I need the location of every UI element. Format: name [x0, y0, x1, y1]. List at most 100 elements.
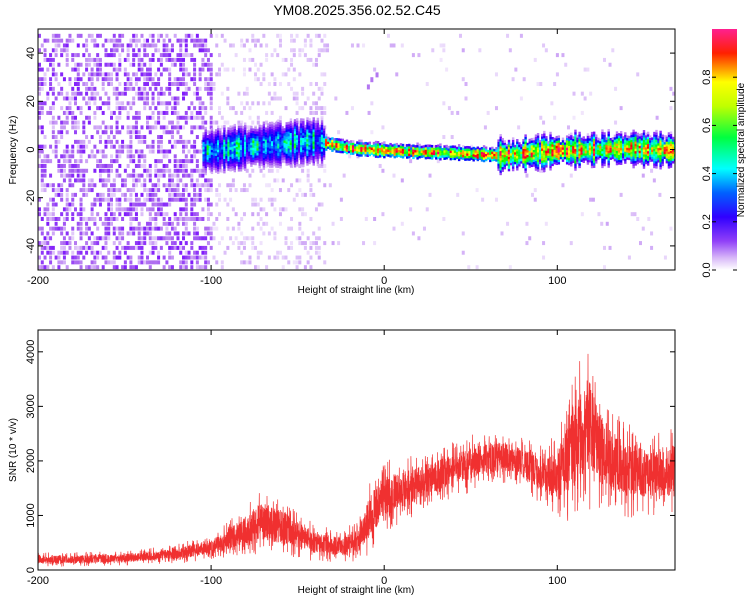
spectrogram-cell: [190, 101, 194, 106]
spectrogram-cell: [306, 173, 310, 178]
spectrogram-cell: [193, 72, 197, 77]
spectrogram-cell: [553, 115, 557, 120]
spectrogram-cell: [151, 96, 155, 101]
spectrogram-band-cell: [655, 163, 658, 167]
spectrogram-cell: [267, 255, 271, 260]
figure-title: YM08.2025.356.02.52.C45: [273, 2, 441, 18]
spectrogram-band-cell: [310, 152, 313, 156]
spectrogram-band-cell: [258, 139, 261, 142]
spectrogram-cell: [121, 178, 125, 183]
spectrogram-band-cell: [266, 140, 270, 143]
spectrogram-cell: [74, 260, 78, 265]
spectrogram-cell: [179, 212, 183, 217]
spectrogram-cell: [40, 250, 44, 255]
spectrogram-cell: [190, 183, 194, 188]
spectrogram-cell: [317, 86, 321, 91]
spectrogram-band-cell: [235, 158, 239, 162]
spectrogram-band-cell: [331, 139, 334, 143]
spectrogram-band-cell: [520, 156, 523, 159]
spectrogram-cell: [115, 72, 119, 77]
spectrogram-cell: [126, 255, 130, 260]
spectrogram-band-cell: [597, 137, 600, 141]
spectrogram-band-cell: [239, 127, 243, 131]
spectrogram-cell: [51, 120, 55, 125]
spectrogram-cell: [51, 245, 55, 250]
spectrogram-band-cell: [495, 151, 498, 155]
spectrogram-band-cell: [310, 126, 313, 129]
spectrogram-band-cell: [406, 151, 409, 154]
spectrogram-cell: [87, 101, 91, 106]
spectrogram-band-cell: [283, 154, 286, 158]
spectrogram-band-cell: [243, 124, 247, 128]
spectrogram-cell: [93, 43, 97, 48]
spectrogram-cell: [74, 62, 78, 67]
spectrogram-band-cell: [470, 152, 473, 156]
spectrogram-band-cell: [592, 136, 596, 140]
spectrogram-cell: [137, 67, 141, 72]
spectrogram-band-cell: [665, 153, 669, 157]
spectrogram-cell: [237, 245, 241, 250]
spectrogram-band-cell: [268, 162, 272, 166]
spectrogram-cell: [104, 72, 108, 77]
spectrogram-cell: [176, 139, 180, 144]
spectrogram-band-cell: [532, 156, 536, 160]
spectrogram-band-cell: [578, 163, 581, 166]
spectrogram-cell: [370, 130, 374, 135]
spectrogram-band-cell: [574, 136, 577, 140]
spectrogram-cell: [170, 226, 174, 231]
spectrogram-band-cell: [312, 155, 315, 159]
spectrogram-band-cell: [457, 151, 461, 154]
spectrogram-band-cell: [291, 161, 295, 164]
spectrogram-band-cell: [617, 159, 621, 163]
spectrogram-cell: [115, 139, 119, 144]
spectrogram-cell: [176, 96, 180, 101]
spectrogram-band-cell: [329, 145, 332, 148]
spectrogram-band-cell: [268, 158, 272, 161]
spectrogram-band-cell: [210, 147, 214, 150]
spectrogram-band-cell: [266, 128, 270, 131]
spectrogram-cell: [187, 53, 191, 58]
spectrogram-cell: [242, 91, 246, 96]
spectrogram-cell: [40, 265, 44, 270]
spectrogram-cell: [118, 106, 122, 111]
spectrogram-band-cell: [619, 140, 623, 144]
spectrogram-band-cell: [389, 145, 392, 148]
spectrogram-band-cell: [339, 140, 342, 144]
spectrogram-band-cell: [300, 159, 303, 162]
spectrogram-band-cell: [491, 146, 494, 150]
spectrogram-cell: [317, 255, 321, 260]
spectrogram-cell: [124, 270, 127, 274]
spectrogram-cell: [107, 216, 111, 221]
spectrogram-cell: [245, 168, 249, 173]
spectrogram-cell: [193, 250, 197, 255]
spectrogram-cell: [76, 226, 80, 231]
spectrogram-cell: [218, 72, 222, 77]
spectrogram-band-cell: [528, 141, 531, 144]
spectrogram-band-cell: [599, 155, 602, 159]
spectrogram-cell: [259, 82, 263, 87]
spectrogram-band-cell: [551, 146, 554, 150]
spectrogram-cell: [49, 212, 53, 217]
spectrogram-cell: [295, 178, 299, 183]
spectrogram-cell: [146, 255, 150, 260]
spectrogram-cell: [98, 250, 102, 255]
spectrogram-band-cell: [534, 160, 538, 164]
spectrogram-cell: [259, 250, 263, 255]
spectrogram-cell: [165, 101, 169, 106]
spectrogram-cell: [511, 77, 515, 82]
spectrogram-cell: [96, 192, 100, 197]
spectrogram-band-cell: [316, 151, 320, 155]
spectrogram-cell: [201, 115, 205, 120]
spectrogram-cell: [110, 82, 114, 87]
spectrogram-band-cell: [416, 154, 419, 158]
spectrogram-band-cell: [460, 152, 463, 155]
spectrogram-band-cell: [651, 144, 654, 148]
spectrogram-cell: [57, 130, 61, 135]
spectrogram-cell: [151, 188, 155, 193]
spectrogram-band-cell: [455, 146, 459, 150]
spectrogram-band-cell: [223, 141, 226, 145]
spectrogram-cell: [314, 250, 318, 255]
spectrogram-band-cell: [225, 139, 228, 142]
spectrogram-band-cell: [511, 166, 515, 169]
spectrogram-band-cell: [536, 147, 540, 151]
